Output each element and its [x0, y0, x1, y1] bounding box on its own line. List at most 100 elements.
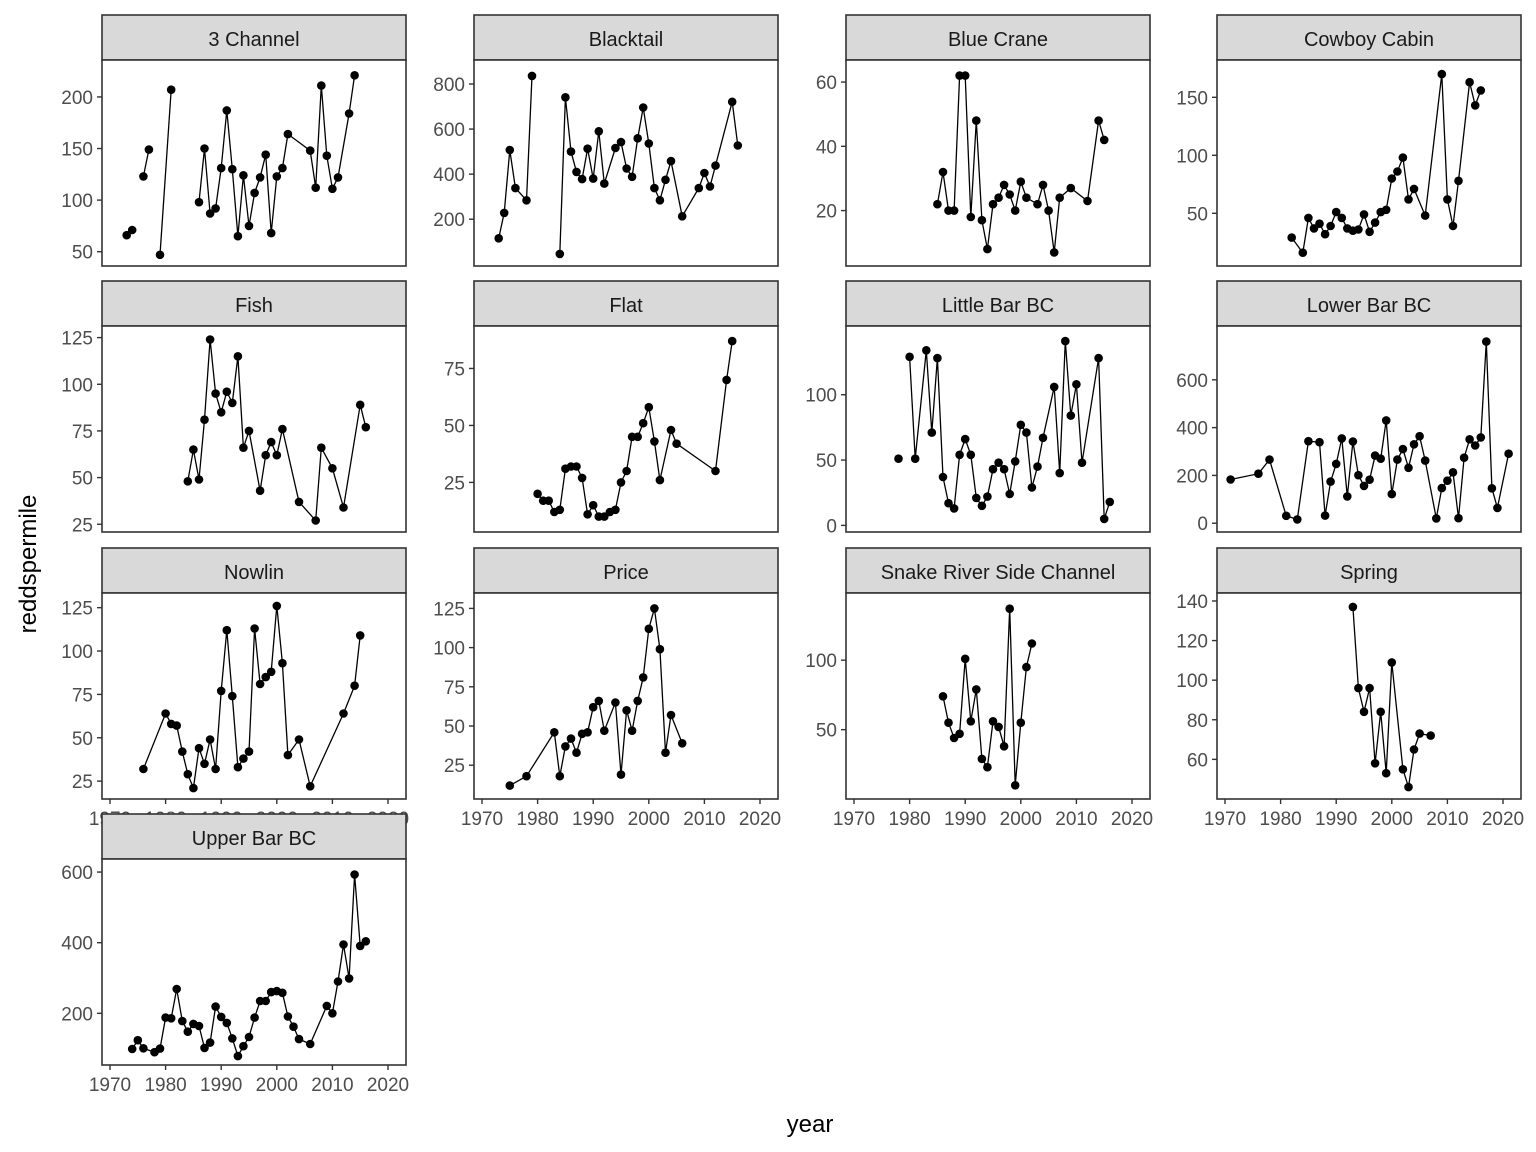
data-point [361, 422, 371, 432]
data-point [977, 501, 987, 511]
data-point [266, 437, 276, 447]
data-point [228, 398, 237, 408]
data-point [1320, 229, 1330, 239]
strip-background [473, 14, 779, 61]
data-point [239, 1041, 248, 1051]
x-tick-label: 2020 [1111, 809, 1153, 830]
x-tick-label: 1970 [461, 809, 503, 830]
x-tick-label: 2000 [1000, 809, 1042, 830]
data-point [561, 93, 570, 102]
data-point [622, 466, 631, 476]
data-point [972, 493, 981, 503]
data-point [250, 624, 259, 633]
data-point [666, 710, 676, 720]
data-point [1010, 457, 1020, 466]
x-tick-label: 1990 [944, 809, 986, 830]
data-point [977, 215, 987, 225]
data-point [317, 443, 326, 453]
data-point [600, 179, 609, 188]
strip-background [1216, 14, 1522, 61]
x-tick-label: 2010 [1426, 809, 1468, 830]
strip-label: Price [603, 562, 649, 584]
panel-background [1216, 592, 1522, 800]
data-point [139, 172, 148, 181]
facet-snake-river-side-channel: Snake River Side Channel 50 100 1970 1980 199… [805, 547, 1153, 830]
data-point [966, 717, 976, 726]
data-point [1027, 639, 1037, 648]
data-point [1066, 183, 1076, 193]
strip-label: 3 Channel [208, 29, 299, 51]
y-tick-label: 200 [61, 1004, 93, 1025]
data-point [555, 505, 565, 515]
data-point [166, 1014, 176, 1023]
y-tick-label: 100 [805, 651, 837, 672]
data-point [672, 439, 681, 449]
data-point [1304, 436, 1313, 446]
data-point [1398, 444, 1408, 454]
y-tick-label: 50 [816, 451, 837, 472]
data-point [1398, 765, 1408, 774]
series-line [159, 89, 172, 255]
data-point [1359, 210, 1369, 219]
data-point [250, 1013, 259, 1022]
data-point [1022, 428, 1031, 437]
data-point [650, 604, 659, 613]
data-point [577, 473, 587, 483]
data-point [960, 434, 970, 444]
data-point [711, 161, 720, 170]
data-point [1331, 207, 1341, 217]
data-point [533, 489, 542, 499]
data-point [333, 977, 343, 986]
panel-background [845, 325, 1151, 533]
data-point [127, 225, 137, 235]
y-tick-label: 150 [61, 140, 93, 161]
data-point [1083, 196, 1092, 206]
data-point [711, 466, 720, 476]
data-point [927, 428, 937, 437]
data-point [644, 139, 654, 148]
data-point [905, 352, 914, 362]
data-point [1105, 497, 1115, 507]
data-point [211, 204, 220, 213]
data-point [1016, 177, 1026, 186]
data-point [505, 781, 515, 790]
data-point [994, 193, 1003, 202]
y-tick-label: 200 [433, 210, 465, 231]
data-point [1287, 233, 1296, 242]
data-point [511, 183, 520, 193]
data-point [988, 464, 998, 474]
data-point [1010, 781, 1020, 790]
y-tick-label: 800 [433, 75, 465, 96]
data-point [655, 644, 665, 654]
data-point [1315, 219, 1324, 228]
data-point [255, 173, 265, 182]
y-tick-label: 600 [433, 120, 465, 141]
data-point [650, 437, 659, 446]
y-tick-label: 400 [1176, 419, 1208, 440]
panel-background [473, 325, 779, 533]
data-point [1465, 77, 1474, 87]
data-point [638, 103, 648, 112]
data-point [194, 475, 204, 484]
data-point [616, 478, 626, 487]
data-point [317, 81, 326, 90]
x-tick-label: 2020 [739, 809, 781, 830]
panel-background [101, 59, 407, 267]
data-point [1409, 440, 1419, 449]
data-point [638, 418, 648, 428]
data-point [1033, 462, 1042, 471]
y-tick-label: 100 [61, 375, 93, 396]
y-tick-label: 125 [433, 599, 465, 620]
data-point [194, 197, 204, 207]
data-point [294, 735, 304, 744]
y-tick-label: 50 [72, 469, 93, 490]
data-point [239, 754, 248, 763]
data-point [1426, 731, 1435, 740]
data-point [161, 709, 170, 718]
strip-label: Blacktail [589, 29, 663, 51]
data-point [244, 221, 254, 231]
y-tick-label: 25 [444, 756, 465, 777]
data-point [1470, 101, 1480, 110]
y-tick-label: 125 [61, 599, 93, 620]
data-point [644, 402, 654, 412]
